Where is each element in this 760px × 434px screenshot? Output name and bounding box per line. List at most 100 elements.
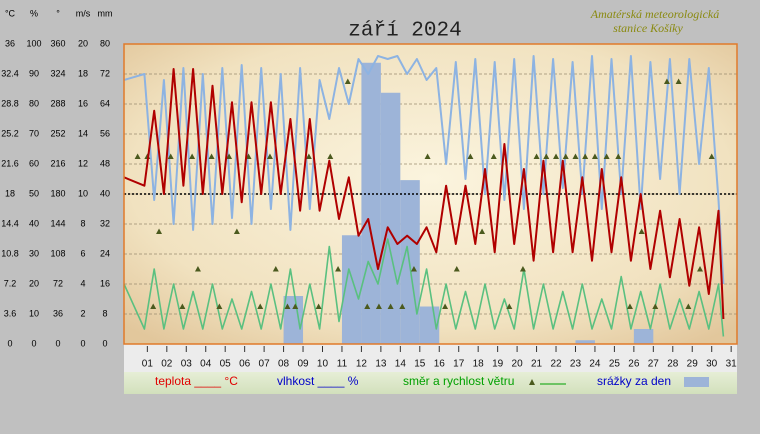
wind-direction-marker [663, 78, 670, 84]
wind-direction-marker [626, 303, 633, 309]
legend-label: směr a rychlost větru [403, 374, 514, 388]
y-tick-label: 72 [100, 68, 110, 78]
wind-direction-marker [387, 303, 394, 309]
y-tick-label: 10.8 [1, 248, 19, 258]
wind-direction-marker [399, 303, 406, 309]
y-tick-label: 48 [100, 158, 110, 168]
wind-direction-marker [194, 266, 201, 272]
y-tick-label: 0 [102, 338, 107, 348]
wind-direction-marker [697, 266, 704, 272]
y-tick-label: 50 [29, 188, 39, 198]
y-tick-label: 10 [78, 188, 88, 198]
series-line [124, 55, 725, 285]
axis-label: °C [5, 8, 16, 18]
wind-direction-marker [226, 153, 233, 159]
y-tick-label: 36 [53, 308, 63, 318]
wind-direction-marker [553, 153, 560, 159]
x-tick-label: 17 [453, 359, 465, 370]
y-tick-label: 6 [80, 248, 85, 258]
wind-direction-marker [315, 303, 322, 309]
wind-direction-marker [479, 228, 486, 234]
wind-direction-marker [410, 266, 417, 272]
wind-direction-marker [272, 266, 279, 272]
wind-direction-marker [685, 303, 692, 309]
y-tick-label: 70 [29, 128, 39, 138]
plot [124, 44, 737, 344]
y-tick-label: 108 [50, 248, 65, 258]
wind-direction-marker [506, 303, 513, 309]
y-tick-label: 0 [31, 338, 36, 348]
y-tick-label: 14 [78, 128, 88, 138]
legend-area [124, 372, 737, 394]
y-tick-label: 56 [100, 128, 110, 138]
wind-direction-marker [533, 153, 540, 159]
wind-direction-marker [292, 303, 299, 309]
y-tick-label: 64 [100, 98, 110, 108]
legend-label: teplota ____ °C [155, 374, 238, 388]
wind-direction-marker [167, 153, 174, 159]
y-tick-label: 30 [29, 248, 39, 258]
y-tick-label: 18 [5, 188, 15, 198]
precipitation-bar [633, 329, 654, 344]
y-tick-label: 252 [50, 128, 65, 138]
x-tick-label: 29 [687, 359, 699, 370]
wind-direction-marker [562, 153, 569, 159]
wind-direction-marker [327, 153, 334, 159]
legend-swatch [684, 377, 709, 387]
x-tick-label: 26 [628, 359, 640, 370]
x-tick-label: 08 [278, 359, 290, 370]
y-tick-label: 20 [29, 278, 39, 288]
wind-direction-marker [216, 303, 223, 309]
wind-direction-marker [233, 228, 240, 234]
x-tick-label: 18 [473, 359, 485, 370]
y-tick-label: 21.6 [1, 158, 19, 168]
legend-label: srážky za den [597, 374, 671, 388]
chart-title: září 2024 [348, 20, 461, 43]
y-tick-label: 25.2 [1, 128, 19, 138]
wind-direction-marker [490, 153, 497, 159]
x-axis-band [124, 344, 737, 372]
x-tick-label: 19 [492, 359, 504, 370]
wind-direction-marker [179, 303, 186, 309]
y-tick-label: 60 [29, 158, 39, 168]
x-tick-label: 25 [609, 359, 621, 370]
wind-direction-marker [375, 303, 382, 309]
y-tick-label: 3.6 [4, 308, 17, 318]
axis-label: ° [56, 8, 60, 18]
y-tick-label: 8 [80, 218, 85, 228]
y-tick-label: 32 [100, 218, 110, 228]
wind-direction-marker [150, 303, 157, 309]
x-tick-label: 16 [434, 359, 446, 370]
y-tick-label: 16 [100, 278, 110, 288]
x-tick-label: 28 [667, 359, 679, 370]
wind-direction-marker [284, 303, 291, 309]
y-tick-label: 80 [29, 98, 39, 108]
plot-border [123, 43, 738, 345]
y-tick-label: 90 [29, 68, 39, 78]
x-tick-label: 15 [414, 359, 426, 370]
precipitation-bar [341, 235, 362, 344]
legend-label: vlhkost ____ % [277, 374, 359, 388]
precipitation-bar [380, 92, 401, 344]
wind-direction-marker [189, 153, 196, 159]
x-tick-label: 20 [512, 359, 524, 370]
x-tick-label: 13 [375, 359, 387, 370]
x-tick-label: 23 [570, 359, 582, 370]
y-tick-label: 4 [80, 278, 85, 288]
y-tick-label: 0 [55, 338, 60, 348]
y-tick-label: 32.4 [1, 68, 19, 78]
wind-direction-marker [305, 153, 312, 159]
axis-label: m/s [76, 8, 91, 18]
wind-direction-marker [266, 153, 273, 159]
y-tick-label: 28.8 [1, 98, 19, 108]
y-tick-label: 0 [80, 338, 85, 348]
x-tick-label: 05 [220, 359, 232, 370]
y-tick-label: 2 [80, 308, 85, 318]
x-tick-label: 06 [239, 359, 251, 370]
x-tick-label: 22 [550, 359, 562, 370]
y-tick-label: 10 [29, 308, 39, 318]
x-tick-label: 03 [181, 359, 193, 370]
wind-direction-marker [453, 266, 460, 272]
precipitation-bar [575, 340, 595, 344]
